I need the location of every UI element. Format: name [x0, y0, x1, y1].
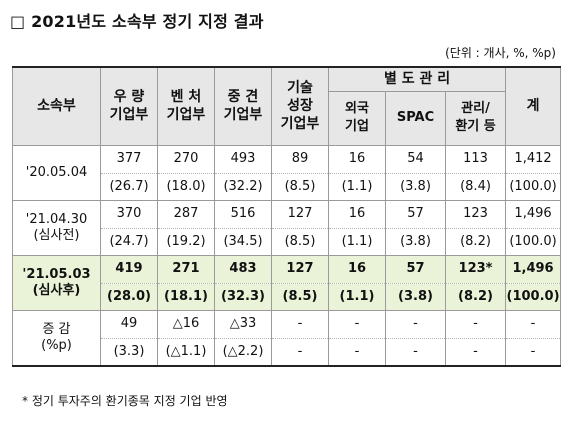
cell-share: - — [444, 338, 507, 367]
cell-count: 1,496 — [505, 254, 562, 284]
cell-share: (8.5) — [271, 228, 329, 256]
cell-share: - — [385, 338, 446, 367]
cell-share: (34.5) — [214, 228, 272, 256]
cell-count: 16 — [328, 145, 386, 174]
header-separate-management: 별 도 관 리 — [327, 66, 507, 92]
cell-share: (32.3) — [214, 283, 272, 311]
header-foreign: 외국 기업 — [328, 91, 386, 146]
cell-share: (3.8) — [385, 283, 446, 311]
cell-count: 419 — [100, 254, 158, 284]
cell-count: △16 — [157, 310, 215, 339]
cell-count: 1,496 — [505, 200, 562, 229]
cell-count: 483 — [214, 254, 272, 284]
cell-share: (24.7) — [100, 228, 158, 256]
cell-share: (28.0) — [100, 283, 158, 311]
header-total: 계 — [505, 66, 562, 146]
cell-count: 16 — [328, 254, 386, 284]
table-row: '20.05.04 377 270 493 89 16 54 113 1,412 — [12, 145, 562, 201]
footnote: * 정기 투자주의 환기종목 지정 기업 반영 — [22, 394, 228, 408]
cell-share: (1.1) — [328, 173, 386, 201]
cell-share: (3.3) — [100, 338, 158, 367]
header-spac: SPAC — [385, 91, 446, 146]
header-affiliation: 소속부 — [12, 66, 101, 146]
cell-share: (8.2) — [444, 228, 507, 256]
cell-share: (32.2) — [214, 173, 272, 201]
cell-share: (18.1) — [157, 283, 215, 311]
cell-count: 57 — [385, 254, 446, 284]
table-row: '21.04.30 (심사전) 370 287 516 127 16 57 123… — [12, 200, 562, 256]
row-label: '20.05.04 — [12, 145, 101, 201]
table-row-highlighted: (28.0) (18.1) (32.3) (8.5) (1.1) (3.8) (… — [13, 283, 562, 311]
cell-share: (△2.2) — [214, 338, 272, 367]
table-row: (26.7) (18.0) (32.2) (8.5) (1.1) (3.8) (… — [13, 173, 562, 201]
cell-count: 516 — [214, 200, 272, 229]
cell-share: (3.8) — [385, 228, 446, 256]
cell-share: - — [271, 338, 329, 367]
cell-count: 493 — [214, 145, 272, 174]
row-label: '21.04.30 (심사전) — [12, 200, 101, 256]
row-label: '21.05.03 (심사후) — [12, 254, 101, 311]
cell-share: (8.4) — [444, 173, 507, 201]
cell-share: (19.2) — [157, 228, 215, 256]
cell-count: 127 — [271, 254, 329, 284]
cell-share: (8.2) — [444, 283, 507, 311]
cell-count: △33 — [214, 310, 272, 339]
cell-share: (100.0) — [505, 173, 562, 201]
cell-count: 113 — [444, 145, 507, 174]
cell-count: - — [328, 310, 386, 339]
cell-share: (100.0) — [505, 228, 562, 256]
cell-count: - — [505, 310, 562, 339]
header-venture: 벤 처 기업부 — [157, 66, 215, 146]
cell-count: - — [271, 310, 329, 339]
cell-count: 123* — [444, 254, 507, 284]
cell-share: (100.0) — [505, 283, 562, 311]
cell-share: (1.1) — [328, 228, 386, 256]
results-table: 소속부 우 량 기업부 벤 처 기업부 중 견 기업부 기술 성장 기업부 별 도 관 리… — [12, 66, 562, 367]
cell-count: 1,412 — [505, 145, 562, 174]
cell-count: 16 — [328, 200, 386, 229]
table-row: (24.7) (19.2) (34.5) (8.5) (1.1) (3.8) (… — [13, 228, 562, 256]
cell-count: - — [444, 310, 507, 339]
cell-share: - — [328, 338, 386, 367]
cell-share: (26.7) — [100, 173, 158, 201]
cell-count: 57 — [385, 200, 446, 229]
cell-count: 377 — [100, 145, 158, 174]
cell-count: 127 — [271, 200, 329, 229]
cell-count: 270 — [157, 145, 215, 174]
cell-count: 89 — [271, 145, 329, 174]
row-label: 증 감 (%p) — [12, 310, 101, 367]
header-managed: 관리/환기 등 — [444, 91, 507, 146]
cell-count: 54 — [385, 145, 446, 174]
cell-share: (8.5) — [271, 173, 329, 201]
table-row-highlighted: '21.05.03 (심사후) 419 271 483 127 16 57 123… — [12, 254, 562, 311]
cell-share: (3.8) — [385, 173, 446, 201]
cell-count: 271 — [157, 254, 215, 284]
cell-share: (1.1) — [328, 283, 386, 311]
cell-count: - — [385, 310, 446, 339]
cell-share: - — [505, 338, 562, 367]
header-blue-chip: 우 량 기업부 — [100, 66, 158, 146]
table-row: 증 감 (%p) 49 △16 △33 - - - - - — [12, 310, 562, 367]
cell-share: (△1.1) — [157, 338, 215, 367]
unit-note: (단위 : 개사, %, %p) — [445, 46, 556, 60]
cell-count: 370 — [100, 200, 158, 229]
cell-share: (8.5) — [271, 283, 329, 311]
cell-count: 123 — [444, 200, 507, 229]
header-mid-sized: 중 견 기업부 — [214, 66, 272, 146]
cell-count: 49 — [100, 310, 158, 339]
page-title: □ 2021년도 소속부 정기 지정 결과 — [10, 12, 264, 31]
cell-share: (18.0) — [157, 173, 215, 201]
cell-count: 287 — [157, 200, 215, 229]
table-row: (3.3) (△1.1) (△2.2) - - - - - — [13, 338, 562, 367]
header-tech-growth: 기술 성장 기업부 — [271, 66, 329, 146]
